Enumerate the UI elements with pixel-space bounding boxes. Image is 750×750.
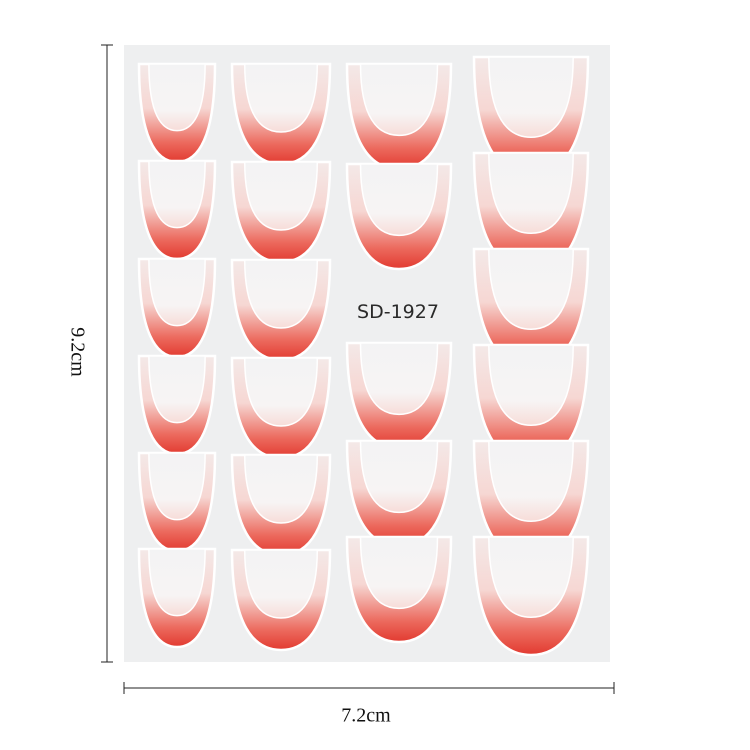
sticker-inner — [148, 548, 206, 617]
sticker-inner — [243, 357, 319, 427]
sticker-inner — [243, 454, 319, 524]
sticker-inner — [488, 152, 574, 234]
sticker-inner — [488, 56, 574, 138]
sticker-inner — [148, 452, 206, 521]
sticker-inner — [488, 344, 574, 426]
sticker-inner — [148, 63, 206, 132]
sticker-inner — [359, 536, 439, 610]
width-label: 7.2cm — [341, 705, 391, 727]
sticker-inner — [148, 355, 206, 424]
sticker-inner — [488, 440, 574, 522]
sticker-inner — [148, 160, 206, 229]
sticker-inner — [243, 259, 319, 329]
sticker-grid — [137, 55, 590, 657]
sticker-inner — [243, 63, 319, 133]
product-code: SD-1927 — [357, 301, 439, 323]
sticker-inner — [243, 549, 319, 619]
sticker-inner — [359, 63, 439, 137]
sticker-inner — [359, 342, 439, 416]
sticker-inner — [148, 258, 206, 327]
sticker-inner — [359, 440, 439, 514]
height-label: 9.2cm — [66, 327, 88, 377]
sticker-inner — [488, 536, 574, 618]
sticker-inner — [359, 163, 439, 237]
sticker-inner — [488, 248, 574, 330]
sticker-inner — [243, 161, 319, 231]
